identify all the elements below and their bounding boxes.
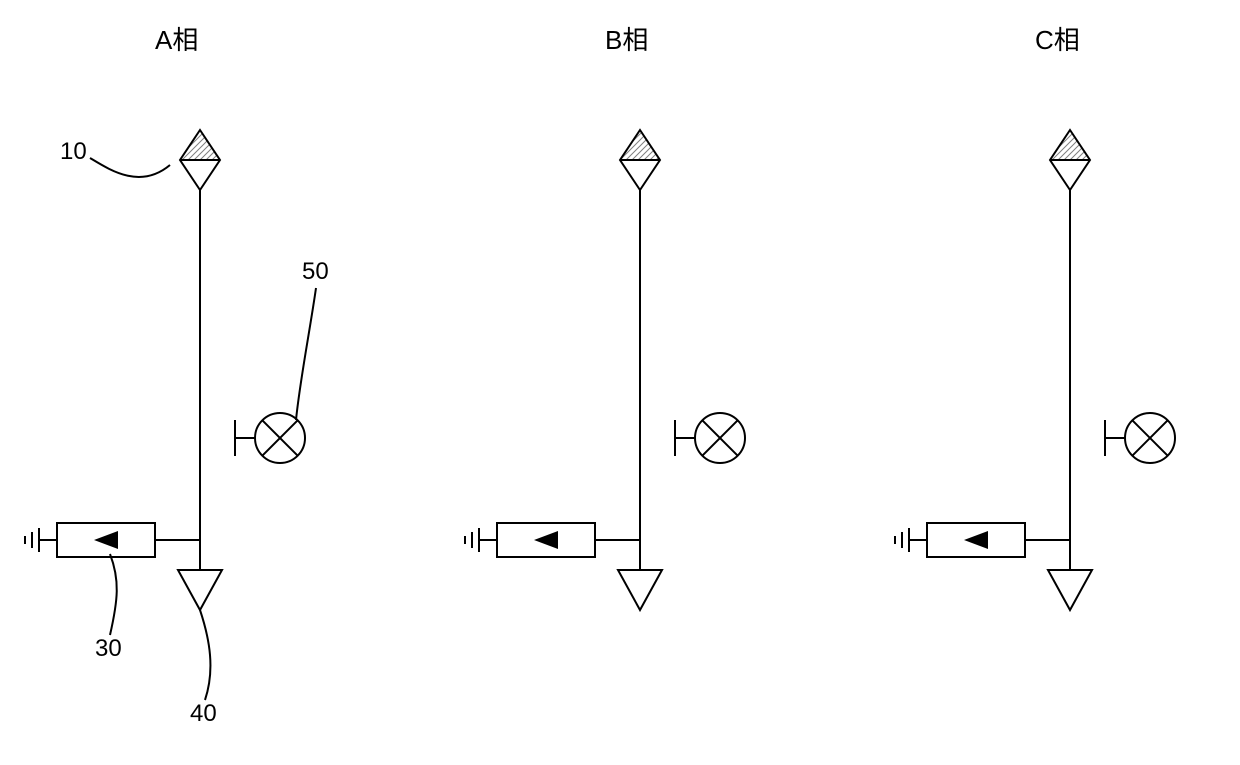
callout-40: 40 [190,700,217,728]
phase-A [25,130,305,610]
phase-label-b: B相 [605,20,648,57]
callout-leader-40 [200,610,210,700]
callout-50: 50 [302,258,329,286]
phase-C [895,130,1175,610]
callout-leader-30 [110,554,117,635]
phase-label-c: C相 [1035,20,1080,57]
diagram-canvas: A相 B相 C相 10 50 30 40 [0,0,1240,765]
phase-B [465,130,745,610]
phase-label-a: A相 [155,20,198,57]
schematic-svg [0,0,1240,765]
callout-leader-10 [90,158,170,177]
callout-30: 30 [95,635,122,663]
callout-10: 10 [60,138,87,166]
callout-leader-50 [296,288,316,420]
